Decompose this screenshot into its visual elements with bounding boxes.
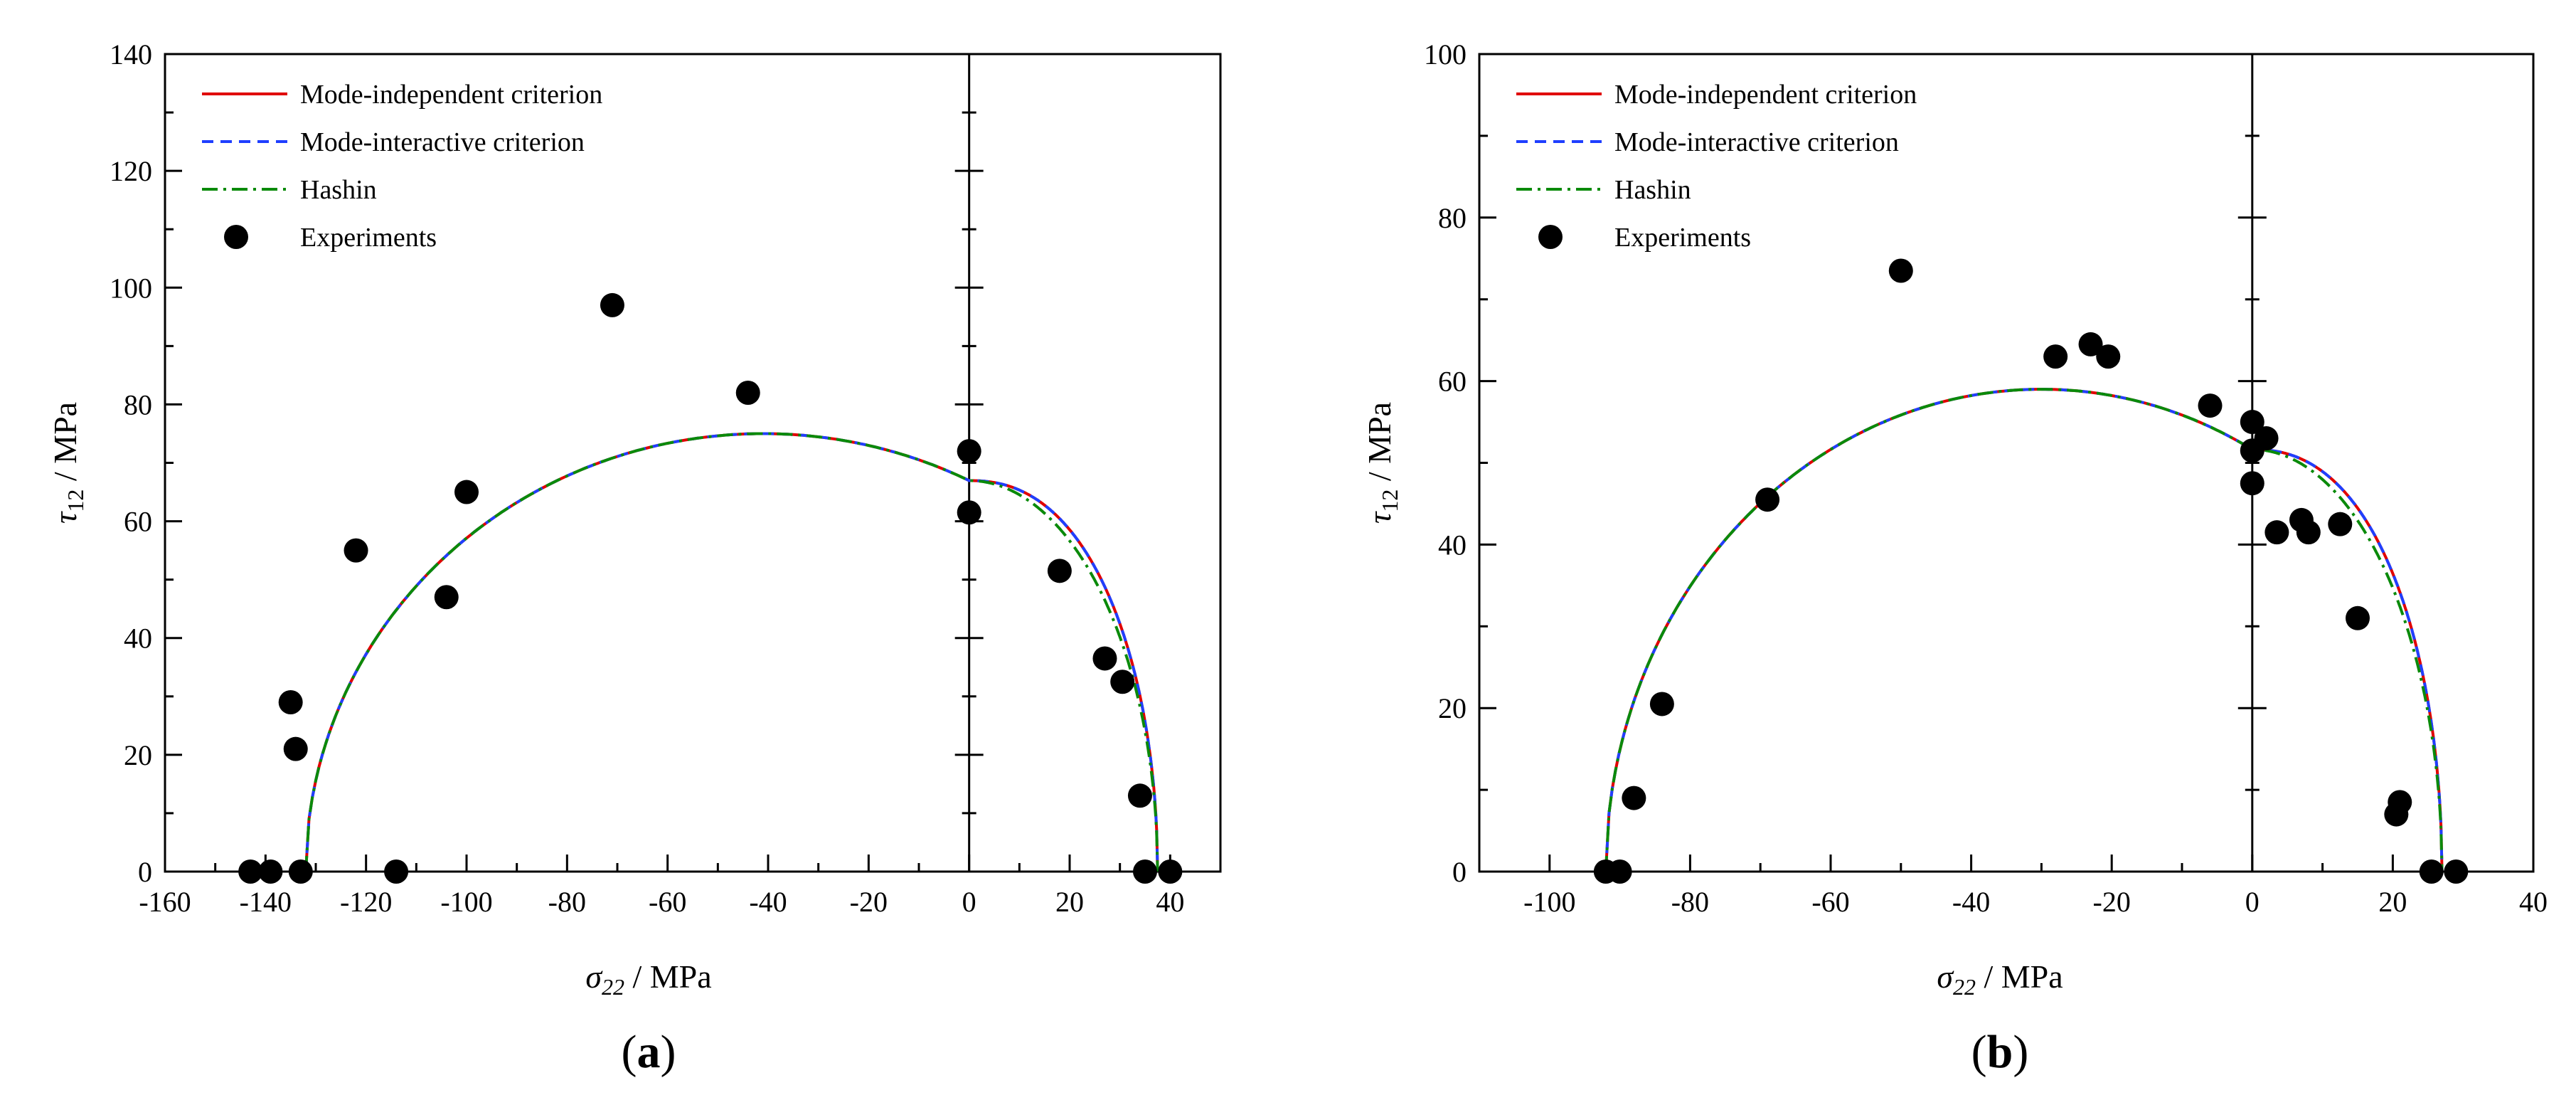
- chart-0-experiment-point: [957, 439, 981, 464]
- chart-0-xtick-label: -100: [440, 886, 492, 918]
- chart-1-experiment-point: [2444, 859, 2469, 884]
- chart-1-panel-label: (b): [1971, 1026, 2029, 1078]
- chart-0-experiment-point: [600, 292, 624, 317]
- chart-0-panel-label: (a): [622, 1026, 676, 1078]
- chart-1-xtick-label: 40: [2519, 886, 2548, 918]
- chart-1-experiment-point: [2240, 471, 2264, 496]
- chart-1-experiment-point: [2198, 393, 2223, 418]
- chart-0-ylabel: τ12 / MPa: [47, 402, 88, 524]
- chart-0-xtick-label: -40: [749, 886, 787, 918]
- chart-1-xtick-label: 0: [2245, 886, 2260, 918]
- chart-0-legend-label: Hashin: [300, 175, 377, 205]
- chart-1-ytick-label: 80: [1438, 202, 1467, 234]
- chart-1-experiment-point: [2043, 344, 2068, 369]
- chart-0-xtick-label: 0: [962, 886, 976, 918]
- chart-0-experiment-point: [283, 736, 308, 761]
- chart-0-experiment-point: [1127, 783, 1152, 808]
- chart-0-experiment-point: [344, 538, 368, 563]
- chart-1-xtick-label: -20: [2093, 886, 2131, 918]
- chart-1-ytick-label: 60: [1438, 366, 1467, 398]
- chart-1-experiment-point: [1622, 785, 1646, 810]
- chart-1-legend-label: Experiments: [1614, 223, 1751, 253]
- chart-0-experiment-point: [454, 480, 479, 504]
- chart-0-ytick-label: 100: [110, 272, 152, 304]
- chart-0-series-hashin: [304, 432, 1159, 872]
- chart-0-experiment-point: [384, 859, 409, 884]
- chart-0-experiment-point: [1133, 859, 1157, 884]
- chart-1-ytick-label: 0: [1452, 856, 1467, 888]
- chart-0-legend-label: Experiments: [300, 223, 437, 253]
- chart-1-legend-label: Mode-interactive criterion: [1614, 127, 1899, 157]
- chart-0-ytick-label: 0: [138, 856, 152, 888]
- chart-0-experiment-point: [238, 859, 263, 884]
- chart-1-experiment-point: [1888, 258, 1913, 283]
- chart-0-series-mode-independent: [304, 432, 1159, 872]
- chart-0-ytick-label: 80: [124, 388, 152, 420]
- chart-1-experiment-point: [1607, 859, 1632, 884]
- chart-0-xtick-label: -20: [850, 886, 888, 918]
- chart-0-ytick-label: 20: [124, 739, 152, 771]
- chart-1-series-hashin: [1604, 388, 2444, 872]
- chart-1-ytick-label: 20: [1438, 692, 1467, 724]
- chart-0-xtick-label: -120: [340, 886, 392, 918]
- chart-1-legend-label: Mode-independent criterion: [1614, 80, 1917, 110]
- chart-0-series-mode-interactive: [304, 432, 1159, 872]
- chart-1-series-mode-interactive: [1604, 388, 2444, 872]
- chart-1-xtick-label: -80: [1671, 886, 1709, 918]
- chart-1-legend-label: Hashin: [1614, 175, 1691, 205]
- chart-0-experiment-point: [258, 859, 283, 884]
- chart-0-experiment-point: [1158, 859, 1183, 884]
- panel-a: -160 -140 -120 -100 -80 -60 -40 -20 0 20 40 0 20 40 60…: [47, 38, 1222, 1078]
- chart-0-ytick-label: 40: [124, 623, 152, 655]
- chart-1-experiment-point: [2388, 790, 2412, 815]
- chart-0-xtick-label: 20: [1055, 886, 1084, 918]
- chart-1-xlabel: σ22 / MPa: [1937, 958, 2063, 1000]
- chart-1-experiment-point: [2240, 410, 2264, 435]
- chart-0-experiment-point: [288, 859, 313, 884]
- chart-0-experiment-point: [1092, 646, 1117, 671]
- chart-0-ytick-label: 60: [124, 506, 152, 538]
- chart-1-xtick-label: -60: [1811, 886, 1849, 918]
- chart-0-ytick-label: 120: [110, 155, 152, 187]
- chart-1-xtick-label: -100: [1523, 886, 1575, 918]
- chart-0-legend-marker: [224, 225, 248, 249]
- chart-1-experiment-point: [2254, 426, 2279, 451]
- chart-0-xtick-label: 40: [1156, 886, 1184, 918]
- chart-0-xtick-label: -80: [548, 886, 586, 918]
- chart-0-xtick-label: -160: [139, 886, 191, 918]
- chart-0-experiment-point: [1047, 559, 1072, 583]
- chart-1-ytick-label: 40: [1438, 529, 1467, 561]
- chart-0-legend-label: Mode-independent criterion: [300, 80, 602, 110]
- chart-1-experiment-point: [2264, 520, 2289, 545]
- chart-1-xtick-label: -40: [1952, 886, 1990, 918]
- chart-0-ytick-label: 140: [110, 38, 152, 70]
- chart-1-experiment-point: [1649, 692, 1674, 716]
- chart-1-experiment-point: [2096, 344, 2121, 369]
- chart-1-experiment-point: [2346, 605, 2370, 630]
- chart-1-legend-marker: [1538, 225, 1563, 249]
- chart-1-ytick-label: 100: [1424, 38, 1467, 70]
- chart-0-experiment-point: [434, 585, 459, 610]
- panel-b: -100 -80 -60 -40 -20 0 20 40 0 20 40 60 80 100 σ22 / M…: [1361, 38, 2548, 1078]
- chart-0-experiment-point: [957, 500, 981, 525]
- chart-1-xtick-label: 20: [2378, 886, 2407, 918]
- chart-1-series-mode-independent: [1604, 388, 2444, 872]
- chart-1-experiment-point: [2296, 520, 2321, 545]
- chart-1-ylabel: τ12 / MPa: [1361, 402, 1403, 524]
- chart-0-xtick-label: -140: [240, 886, 292, 918]
- chart-1-experiment-point: [2078, 332, 2103, 356]
- chart-0-xlabel: σ22 / MPa: [585, 958, 711, 1000]
- chart-0-experiment-point: [278, 689, 303, 714]
- chart-0-xtick-label: -60: [649, 886, 686, 918]
- chart-1-experiment-point: [1755, 487, 1780, 512]
- chart-1-experiment-point: [2328, 512, 2353, 536]
- chart-0-experiment-point: [735, 381, 760, 406]
- chart-0-experiment-point: [1110, 670, 1135, 694]
- chart-0-legend-label: Mode-interactive criterion: [300, 127, 585, 157]
- chart-1-experiment-point: [2419, 859, 2444, 884]
